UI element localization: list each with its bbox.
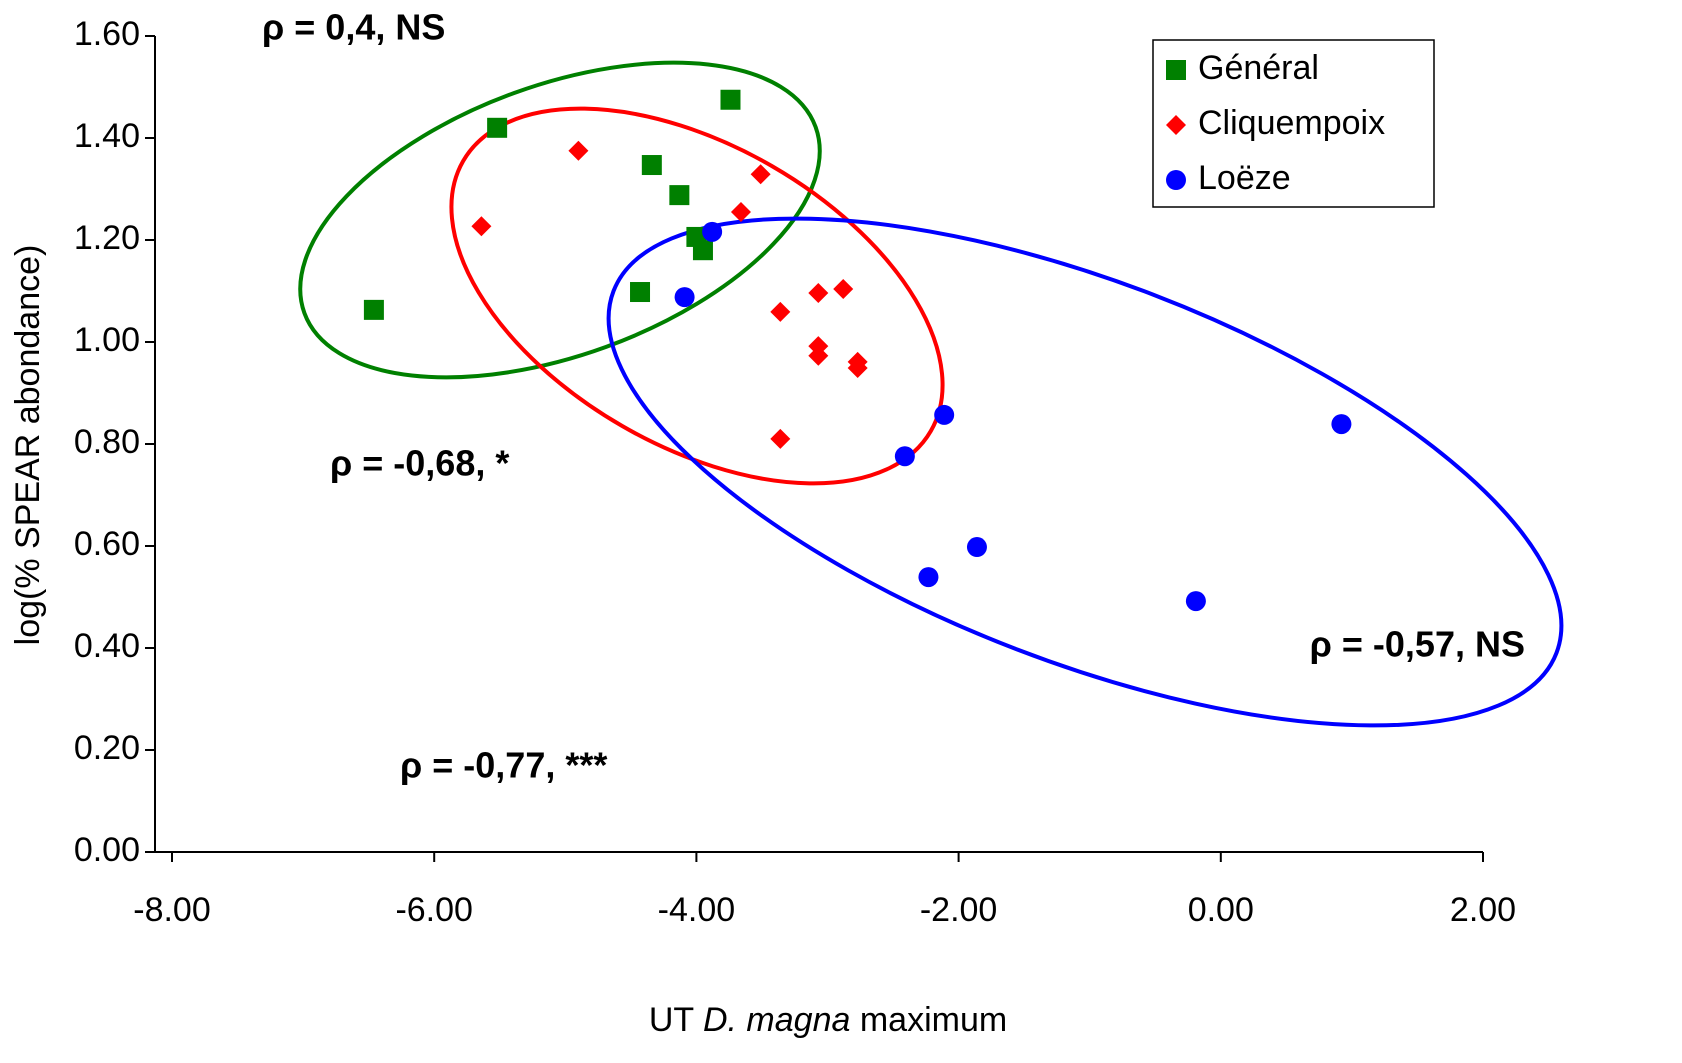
point: [966, 537, 987, 558]
annotation: ρ = 0,4, NS: [262, 7, 445, 48]
x-label-part: maximum: [860, 1001, 1007, 1039]
y-tick-label: 1.00: [74, 321, 140, 359]
legend-label: Cliquempoix: [1198, 104, 1385, 142]
y-tick-label: 0.00: [74, 831, 140, 869]
x-axis-label: UT D. magna maximum: [649, 1001, 1007, 1039]
point: [702, 221, 723, 242]
legend-label: Général: [1198, 49, 1319, 87]
legend-box: [1152, 39, 1435, 208]
point: [720, 89, 741, 110]
point: [808, 345, 829, 366]
y-tick-label: 0.60: [74, 525, 140, 563]
point: [674, 287, 695, 308]
point: [833, 278, 854, 299]
y-tick-label: 1.60: [74, 15, 140, 53]
point: [730, 201, 751, 222]
x-tick-label: -6.00: [395, 891, 473, 929]
point: [363, 299, 384, 320]
point: [894, 446, 915, 467]
point: [1331, 414, 1352, 435]
point: [934, 404, 955, 425]
y-tick-label: 0.20: [74, 729, 140, 767]
legend-marker: [1166, 170, 1186, 190]
x-tick-label: -2.00: [920, 891, 998, 929]
x-tick-label: -8.00: [133, 891, 211, 929]
annotation: ρ = -0,77, ***: [400, 745, 607, 786]
y-tick-label: 1.40: [74, 117, 140, 155]
annotation: ρ = -0,57, NS: [1310, 624, 1525, 665]
legend-marker: [1166, 60, 1186, 80]
point: [568, 140, 589, 161]
x-label-part: D. magna: [703, 1001, 850, 1039]
point: [641, 155, 662, 176]
group-ellipse: [449, 106, 945, 486]
x-label-part: UT: [649, 1001, 694, 1039]
point: [770, 301, 791, 322]
point: [487, 117, 508, 138]
group-ellipse: [606, 216, 1564, 728]
point: [692, 240, 713, 261]
y-tick-label: 0.80: [74, 423, 140, 461]
y-axis-label: log(% SPEAR abondance): [9, 245, 47, 646]
point: [847, 358, 868, 379]
x-tick-label: -4.00: [658, 891, 736, 929]
group-ellipse: [298, 60, 822, 380]
legend-label: Loëze: [1198, 159, 1291, 197]
point: [630, 282, 651, 303]
point: [918, 567, 939, 588]
point: [808, 283, 829, 304]
x-tick-label: 0.00: [1188, 891, 1254, 929]
point: [1185, 591, 1206, 612]
point: [669, 185, 690, 206]
y-tick-label: 0.40: [74, 627, 140, 665]
annotation: ρ = -0,68, *: [330, 443, 509, 484]
point: [471, 216, 492, 237]
point: [750, 164, 771, 185]
x-tick-label: 2.00: [1450, 891, 1516, 929]
y-tick-label: 1.20: [74, 219, 140, 257]
point: [770, 428, 791, 449]
legend-marker: [1166, 115, 1186, 135]
